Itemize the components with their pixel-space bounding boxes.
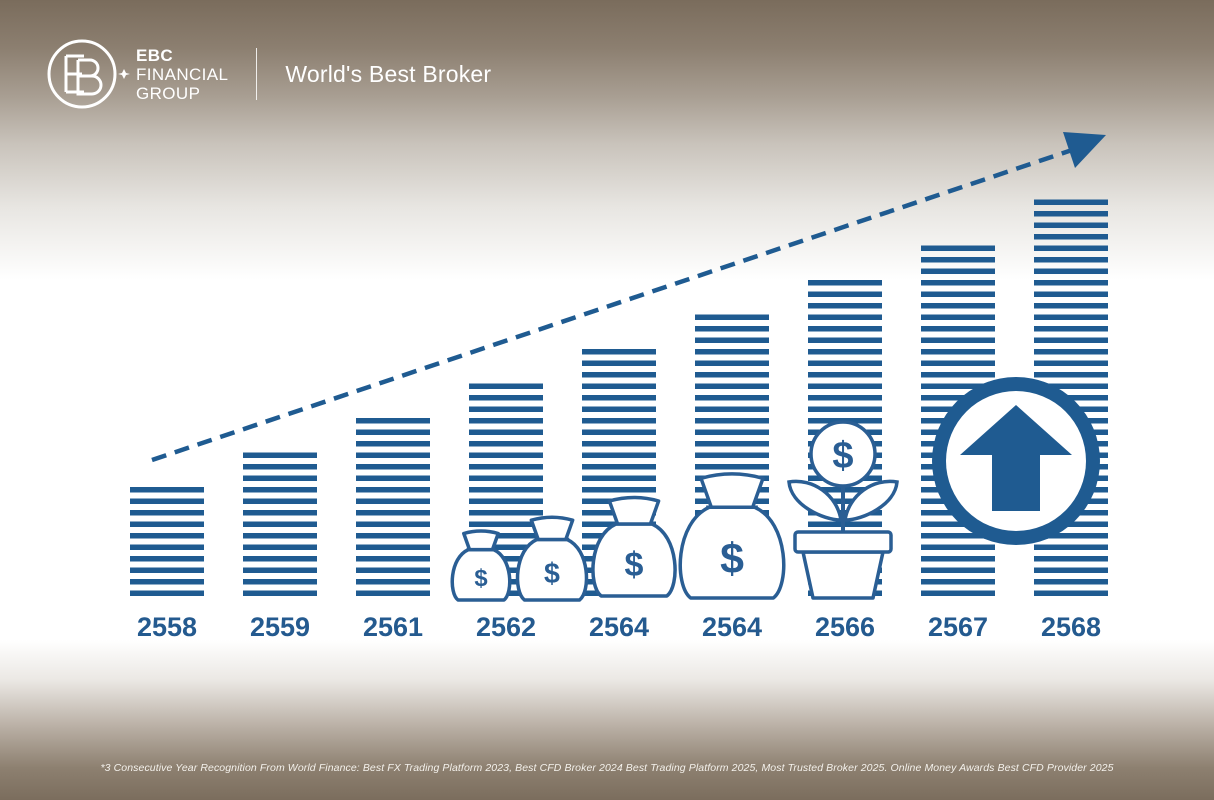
money-plant-icon: $ (787, 420, 899, 600)
svg-text:$: $ (832, 435, 853, 477)
svg-text:$: $ (625, 546, 644, 584)
money-bag-icon: $ (591, 495, 677, 598)
ebc-logo-icon (47, 39, 130, 109)
tick-label: 2559 (250, 612, 310, 642)
tick-label: 2561 (363, 612, 423, 642)
money-bag-icon: $ (515, 515, 589, 602)
brand-line-2: FINANCIAL (136, 64, 229, 84)
brand-line-1: EBC (136, 45, 174, 65)
svg-text:$: $ (720, 535, 744, 583)
tick-label: 2566 (815, 612, 875, 642)
overlay-icons: $ $ $ $ $ (450, 377, 1100, 602)
footnote: *3 Consecutive Year Recognition From Wor… (100, 762, 1114, 774)
tick-label: 2558 (137, 612, 197, 642)
bar (356, 418, 430, 596)
svg-text:$: $ (474, 565, 487, 592)
bar (243, 452, 317, 596)
header-divider (256, 48, 258, 100)
up-arrow-circle-icon (932, 377, 1100, 545)
trend-line (151, 147, 1073, 463)
tick-labels: 2558 2559 2561 2562 2564 2564 2566 2567 2568 (137, 612, 1101, 642)
tick-label: 2567 (928, 612, 988, 642)
trend-arrow (151, 132, 1106, 463)
tick-label: 2562 (476, 612, 536, 642)
brand-name: EBC FINANCIAL GROUP (136, 46, 228, 103)
tick-label: 2564 (589, 612, 649, 642)
money-bag-icon: $ (678, 472, 786, 600)
trend-arrowhead-icon (1063, 132, 1106, 168)
money-bag-icon: $ (450, 529, 512, 602)
tick-label: 2568 (1041, 612, 1101, 642)
svg-text:$: $ (544, 558, 560, 590)
bar (130, 487, 204, 596)
brand-line-3: GROUP (136, 83, 201, 103)
tick-label: 2564 (702, 612, 762, 642)
tagline: World's Best Broker (285, 60, 492, 87)
header: EBC FINANCIAL GROUP World's Best Broker (44, 36, 491, 112)
